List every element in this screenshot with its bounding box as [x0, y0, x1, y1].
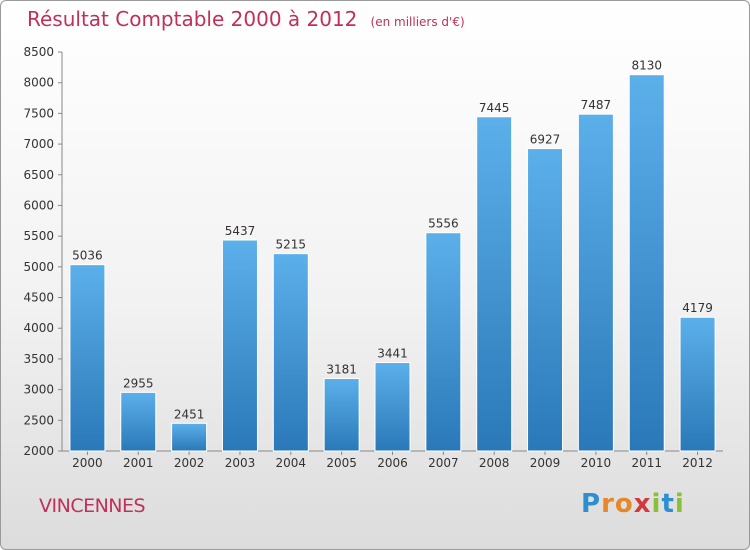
data-label: 4179 — [682, 301, 713, 315]
y-tick-label: 3000 — [23, 383, 54, 397]
value-labels-group: 5036 2955 2451 5437 5215 3181 3441 5556 7445 6927… — [72, 59, 713, 422]
bar — [221, 239, 258, 452]
x-tick-label: 2005 — [326, 456, 357, 470]
x-tick-label: 2008 — [479, 456, 510, 470]
x-tick-label: 2003 — [225, 456, 256, 470]
logo-letter: i — [674, 489, 685, 519]
logo-letter: t — [661, 489, 675, 519]
x-tick-label: 2010 — [581, 456, 612, 470]
bar — [69, 264, 106, 452]
bar — [476, 116, 513, 452]
y-tick-label: 2500 — [23, 413, 54, 427]
bar — [272, 253, 309, 452]
x-tick-label: 2007 — [428, 456, 459, 470]
data-label: 5556 — [428, 217, 459, 231]
bars-group — [69, 74, 716, 452]
x-tick-label: 2000 — [72, 456, 103, 470]
logo-letter: i — [651, 489, 662, 519]
x-tick-label: 2009 — [530, 456, 561, 470]
bar — [120, 391, 157, 452]
data-label: 3441 — [377, 347, 408, 361]
y-tick-label: 2000 — [23, 444, 54, 458]
y-tick-label: 4500 — [23, 291, 54, 305]
bar — [679, 316, 716, 452]
data-label: 3181 — [326, 363, 357, 377]
bar — [323, 378, 360, 452]
proxiti-logo: Proxiti — [581, 489, 685, 519]
data-label: 7487 — [581, 98, 612, 112]
data-label: 6927 — [530, 133, 561, 147]
data-label: 2955 — [123, 376, 154, 390]
bar — [577, 113, 614, 452]
bar — [527, 148, 564, 452]
axes: 2000 2500 3000 3500 4000 4500 5000 5500 6000 6500… — [23, 45, 723, 470]
logo-letter: x — [633, 489, 652, 519]
data-label: 5036 — [72, 249, 103, 263]
x-tick-label: 2011 — [631, 456, 662, 470]
x-tick-label: 2012 — [682, 456, 713, 470]
bar — [628, 74, 665, 452]
logo-letter: P — [581, 489, 602, 519]
data-label: 7445 — [479, 101, 510, 115]
x-tick-label: 2006 — [377, 456, 408, 470]
logo-letter: o — [614, 489, 634, 519]
y-tick-label: 8500 — [23, 45, 54, 59]
city-name: VINCENNES — [39, 495, 146, 517]
bar — [171, 422, 208, 452]
logo-letter: r — [601, 489, 615, 519]
y-tick-label: 3500 — [23, 352, 54, 366]
x-tick-label: 2002 — [174, 456, 205, 470]
bar — [425, 232, 462, 452]
y-tick-label: 6000 — [23, 198, 54, 212]
y-tick-label: 8000 — [23, 76, 54, 90]
x-tick-label: 2004 — [276, 456, 307, 470]
data-label: 5215 — [276, 238, 307, 252]
chart-title: Résultat Comptable 2000 à 2012 — [27, 7, 358, 31]
x-tick-label: 2001 — [123, 456, 154, 470]
data-label: 5437 — [225, 224, 256, 238]
y-tick-label: 4000 — [23, 321, 54, 335]
data-label: 2451 — [174, 407, 205, 421]
y-tick-label: 5000 — [23, 260, 54, 274]
y-tick-label: 7500 — [23, 106, 54, 120]
title-row: Résultat Comptable 2000 à 2012 (en milli… — [27, 7, 465, 31]
data-label: 8130 — [631, 59, 662, 73]
y-tick-label: 7000 — [23, 137, 54, 151]
bar — [374, 362, 411, 452]
y-tick-label: 5500 — [23, 229, 54, 243]
chart-subtitle: (en milliers d'€) — [370, 15, 465, 29]
y-tick-label: 6500 — [23, 168, 54, 182]
